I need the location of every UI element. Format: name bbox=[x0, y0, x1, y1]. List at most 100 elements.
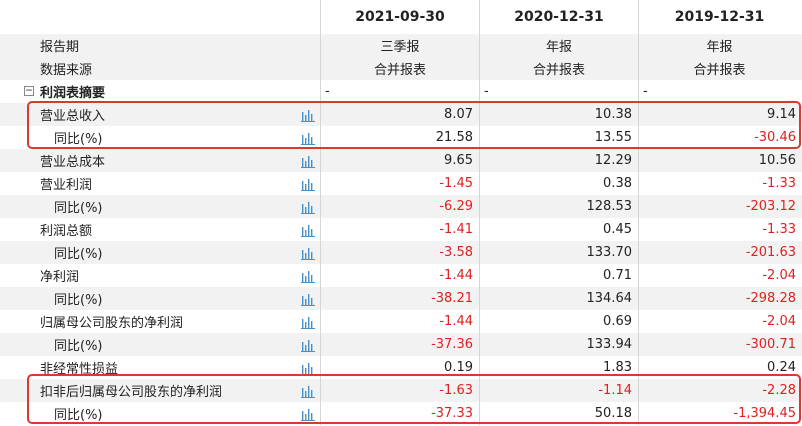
cell-value: 21.58 bbox=[435, 130, 473, 145]
cell-value: 年报 bbox=[706, 40, 733, 55]
cell-value: -1.33 bbox=[762, 176, 796, 191]
cell-value: -30.46 bbox=[754, 130, 796, 145]
cell-value: 1.83 bbox=[603, 360, 632, 375]
period-header[interactable]: 2019-12-31 bbox=[674, 9, 765, 25]
data-source-row: 数据来源 合并报表 合并报表 合并报表 bbox=[0, 57, 802, 80]
cell-value: 128.53 bbox=[586, 199, 633, 214]
cell-value: 50.18 bbox=[594, 406, 632, 421]
cell-value: -1.63 bbox=[439, 383, 473, 398]
cell-value: - bbox=[484, 84, 489, 99]
row-label: 同比(%) bbox=[54, 201, 103, 216]
row-label: 同比(%) bbox=[54, 247, 103, 262]
table-row: 营业总收入 8.07 10.38 9.14 bbox=[0, 103, 802, 126]
cell-value: -2.28 bbox=[762, 383, 796, 398]
bar-chart-icon[interactable] bbox=[296, 195, 320, 218]
table-row: 同比(%) -6.29 128.53 -203.12 bbox=[0, 195, 802, 218]
table-row: 非经常性损益 0.19 1.83 0.24 bbox=[0, 356, 802, 379]
row-label: 非经常性损益 bbox=[40, 362, 119, 377]
row-label: 报告期 bbox=[40, 40, 80, 55]
section-title: 利润表摘要 bbox=[40, 86, 106, 101]
cell-value: 0.45 bbox=[603, 222, 632, 237]
bar-chart-icon[interactable] bbox=[296, 287, 320, 310]
cell-value: -201.63 bbox=[745, 245, 796, 260]
cell-value: 9.65 bbox=[444, 153, 473, 168]
bar-chart-icon[interactable] bbox=[296, 149, 320, 172]
bar-chart-icon[interactable] bbox=[296, 172, 320, 195]
table-row: 营业总成本 9.65 12.29 10.56 bbox=[0, 149, 802, 172]
row-label: 数据来源 bbox=[40, 63, 93, 78]
cell-value: 0.69 bbox=[603, 314, 632, 329]
cell-value: 10.56 bbox=[758, 153, 796, 168]
cell-value: 12.29 bbox=[594, 153, 632, 168]
cell-value: 0.24 bbox=[767, 360, 796, 375]
cell-value: 9.14 bbox=[767, 107, 796, 122]
cell-value: -1.41 bbox=[439, 222, 473, 237]
report-period-row: 报告期 三季报 年报 年报 bbox=[0, 34, 802, 57]
cell-value: 8.07 bbox=[444, 107, 473, 122]
table-row: 同比(%) -37.33 50.18 -1,394.45 bbox=[0, 402, 802, 425]
bar-chart-icon[interactable] bbox=[296, 310, 320, 333]
row-label: 营业利润 bbox=[40, 178, 93, 193]
bar-chart-icon[interactable] bbox=[296, 402, 320, 425]
table-row: 同比(%) -38.21 134.64 -298.28 bbox=[0, 287, 802, 310]
cell-value: -6.29 bbox=[439, 199, 473, 214]
cell-value: 0.19 bbox=[444, 360, 473, 375]
row-label: 营业总成本 bbox=[40, 155, 106, 170]
table-row: 同比(%) -3.58 133.70 -201.63 bbox=[0, 241, 802, 264]
cell-value: 合并报表 bbox=[532, 63, 585, 78]
period-header[interactable]: 2021-09-30 bbox=[355, 9, 445, 25]
row-label: 利润总额 bbox=[40, 224, 93, 239]
cell-value: -2.04 bbox=[762, 268, 796, 283]
cell-value: -1.44 bbox=[439, 268, 473, 283]
header-row: 2021-09-30 2020-12-31 2019-12-31 bbox=[0, 0, 802, 34]
cell-value: -38.21 bbox=[431, 291, 473, 306]
row-label: 归属母公司股东的净利润 bbox=[40, 316, 184, 331]
section-row: − 利润表摘要 - - - bbox=[0, 80, 802, 103]
cell-value: -1.14 bbox=[598, 383, 632, 398]
cell-value: -37.36 bbox=[431, 337, 473, 352]
cell-value: - bbox=[325, 84, 330, 99]
cell-value: -2.04 bbox=[762, 314, 796, 329]
bar-chart-icon[interactable] bbox=[296, 218, 320, 241]
cell-value: -1.45 bbox=[439, 176, 473, 191]
header-label-cell bbox=[0, 0, 296, 34]
cell-value: -298.28 bbox=[745, 291, 796, 306]
cell-value: -1.44 bbox=[439, 314, 473, 329]
cell-value: 合并报表 bbox=[373, 63, 426, 78]
cell-value: -203.12 bbox=[745, 199, 796, 214]
cell-value: 合并报表 bbox=[693, 63, 746, 78]
cell-value: 0.71 bbox=[603, 268, 632, 283]
cell-value: 13.55 bbox=[594, 130, 632, 145]
row-label: 扣非后归属母公司股东的净利润 bbox=[40, 385, 223, 400]
bar-chart-icon[interactable] bbox=[296, 241, 320, 264]
bar-chart-icon[interactable] bbox=[296, 264, 320, 287]
row-label: 同比(%) bbox=[54, 339, 103, 354]
bar-chart-icon[interactable] bbox=[296, 356, 320, 379]
bar-chart-icon[interactable] bbox=[296, 103, 320, 126]
cell-value: 134.64 bbox=[586, 291, 633, 306]
bar-chart-icon[interactable] bbox=[296, 379, 320, 402]
cell-value: 0.38 bbox=[603, 176, 632, 191]
cell-value: -3.58 bbox=[439, 245, 473, 260]
cell-value: -37.33 bbox=[431, 406, 473, 421]
period-header[interactable]: 2020-12-31 bbox=[514, 9, 604, 25]
bar-chart-icon[interactable] bbox=[296, 126, 320, 149]
row-label: 营业总收入 bbox=[40, 109, 106, 124]
row-label: 同比(%) bbox=[54, 132, 103, 147]
cell-value: 133.94 bbox=[586, 337, 633, 352]
table-row: 净利润 -1.44 0.71 -2.04 bbox=[0, 264, 802, 287]
table-row: 归属母公司股东的净利润 -1.44 0.69 -2.04 bbox=[0, 310, 802, 333]
cell-value: 10.38 bbox=[594, 107, 632, 122]
section-label-cell: − 利润表摘要 bbox=[0, 80, 296, 103]
cell-value: -300.71 bbox=[745, 337, 796, 352]
bar-chart-icon[interactable] bbox=[296, 333, 320, 356]
cell-value: 年报 bbox=[545, 40, 572, 55]
collapse-icon[interactable]: − bbox=[24, 86, 34, 96]
cell-value: 133.70 bbox=[586, 245, 633, 260]
cell-value: 三季报 bbox=[380, 40, 420, 55]
table-row: 营业利润 -1.45 0.38 -1.33 bbox=[0, 172, 802, 195]
cell-value: -1.33 bbox=[762, 222, 796, 237]
row-label: 净利润 bbox=[40, 270, 80, 285]
table-row: 扣非后归属母公司股东的净利润 -1.63 -1.14 -2.28 bbox=[0, 379, 802, 402]
